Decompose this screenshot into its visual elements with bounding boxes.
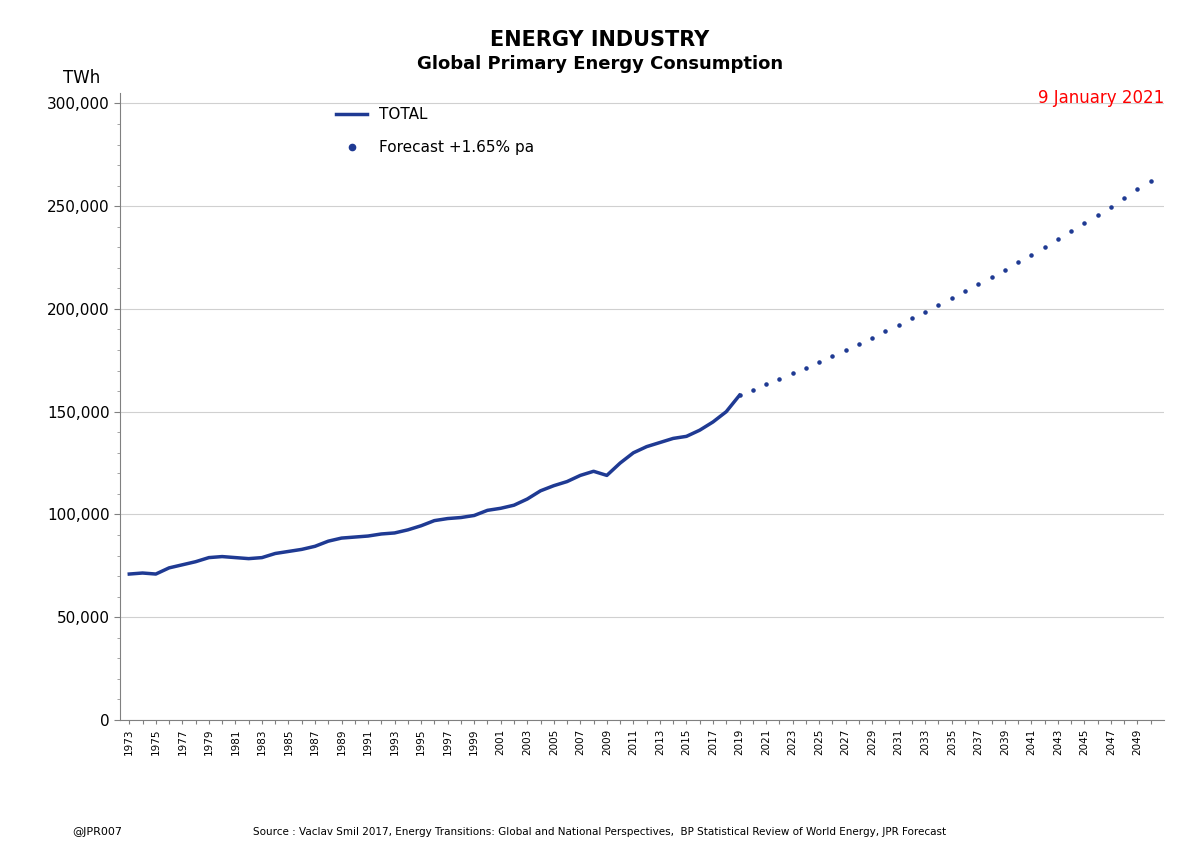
Text: ENERGY INDUSTRY: ENERGY INDUSTRY (491, 30, 709, 50)
Text: TWh: TWh (62, 69, 100, 87)
Text: 9 January 2021: 9 January 2021 (1038, 89, 1164, 107)
Text: Source : Vaclav Smil 2017, Energy Transitions: Global and National Perspectives,: Source : Vaclav Smil 2017, Energy Transi… (253, 827, 947, 837)
Text: Global Primary Energy Consumption: Global Primary Energy Consumption (416, 55, 784, 73)
Legend: TOTAL, Forecast +1.65% pa: TOTAL, Forecast +1.65% pa (336, 107, 534, 155)
Text: @JPR007: @JPR007 (72, 827, 122, 837)
